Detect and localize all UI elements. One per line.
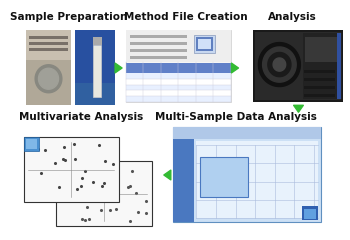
Bar <box>174 127 321 222</box>
Bar <box>302 33 342 99</box>
Point <box>113 207 118 211</box>
Point <box>43 148 48 152</box>
Bar <box>26 30 71 105</box>
Point <box>125 185 131 189</box>
Point <box>101 181 107 185</box>
Point <box>61 145 67 149</box>
Bar <box>26 30 71 60</box>
Point <box>52 161 58 164</box>
Point <box>84 205 90 209</box>
Point <box>86 192 92 196</box>
Text: Sample Preparation: Sample Preparation <box>10 12 127 22</box>
Point <box>107 208 112 212</box>
Bar <box>196 141 317 218</box>
Point <box>86 217 91 221</box>
Point <box>38 171 43 175</box>
Polygon shape <box>38 68 58 89</box>
Point <box>62 158 68 162</box>
Point <box>91 180 96 183</box>
Point <box>127 219 132 223</box>
Bar <box>75 30 115 83</box>
Polygon shape <box>35 65 62 93</box>
Bar <box>174 127 321 139</box>
Text: Method File Creation: Method File Creation <box>124 12 248 22</box>
Point <box>135 210 141 214</box>
Bar <box>126 73 231 79</box>
Bar <box>26 139 37 149</box>
Text: Multivariate Analysis: Multivariate Analysis <box>19 112 143 122</box>
Bar <box>304 78 335 81</box>
Bar <box>93 44 101 97</box>
Bar <box>75 30 115 105</box>
Bar <box>29 42 68 45</box>
Point <box>74 187 80 191</box>
Bar <box>198 39 211 49</box>
Bar <box>130 35 187 38</box>
Point <box>127 185 133 188</box>
Point <box>129 169 135 173</box>
Bar <box>130 56 187 59</box>
Point <box>60 157 65 161</box>
Bar <box>24 137 119 202</box>
Polygon shape <box>262 47 296 82</box>
Bar <box>56 161 152 226</box>
Bar <box>130 42 187 45</box>
Bar <box>24 137 39 151</box>
Text: Multi-Sample Data Analysis: Multi-Sample Data Analysis <box>155 112 316 122</box>
Point <box>72 157 77 161</box>
Bar <box>29 36 68 39</box>
Bar <box>337 33 341 99</box>
Point <box>113 174 118 177</box>
Point <box>61 193 67 197</box>
Bar <box>253 30 343 102</box>
Point <box>35 147 41 150</box>
Point <box>80 217 85 221</box>
Point <box>57 185 62 189</box>
Polygon shape <box>273 58 286 71</box>
Bar <box>29 48 68 51</box>
Point <box>99 184 105 188</box>
Point <box>72 142 77 146</box>
Point <box>103 181 108 185</box>
Bar <box>194 35 215 53</box>
Point <box>143 210 149 214</box>
Bar <box>93 36 103 44</box>
Bar <box>174 139 195 222</box>
Point <box>97 143 102 147</box>
Bar <box>305 37 337 62</box>
Point <box>79 176 85 180</box>
Point <box>78 185 84 188</box>
Point <box>133 191 139 195</box>
Polygon shape <box>258 42 300 87</box>
Polygon shape <box>268 53 291 77</box>
Point <box>98 209 104 212</box>
Bar <box>126 79 231 85</box>
Bar <box>126 30 231 62</box>
Point <box>82 169 88 173</box>
Bar <box>304 70 335 73</box>
Text: Analysis: Analysis <box>268 12 317 22</box>
Bar <box>304 86 335 89</box>
Bar <box>126 96 231 102</box>
Bar <box>304 94 335 97</box>
Bar <box>302 206 317 220</box>
Point <box>100 191 105 195</box>
Bar <box>196 37 213 51</box>
Point <box>102 159 107 163</box>
Bar <box>304 209 316 219</box>
Point <box>110 162 116 166</box>
Bar <box>254 32 341 100</box>
Bar <box>126 63 231 73</box>
Point <box>144 199 149 203</box>
Bar <box>126 30 231 102</box>
Point <box>82 218 88 222</box>
Bar <box>130 49 187 52</box>
Bar <box>126 90 231 96</box>
Bar <box>126 85 231 90</box>
Bar <box>200 157 248 197</box>
